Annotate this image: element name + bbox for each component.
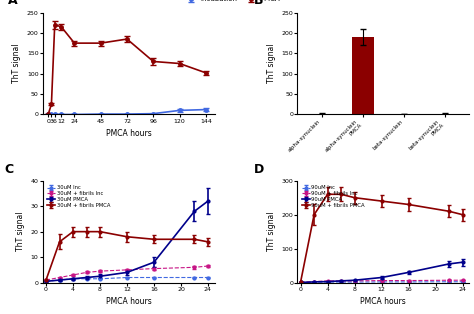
Bar [310,114,333,115]
Legend: 30uM Inc, 30uM + fibrils Inc, 30uM PMCA, 30uM + fibrils PMCA: 30uM Inc, 30uM + fibrils Inc, 30uM PMCA,… [46,183,112,210]
X-axis label: PMCA hours: PMCA hours [360,297,406,306]
Y-axis label: ThT signal: ThT signal [12,44,21,83]
Text: B: B [254,0,264,8]
Bar [433,114,456,115]
X-axis label: PMCA hours: PMCA hours [106,297,152,306]
X-axis label: PMCA hours: PMCA hours [106,129,152,138]
Y-axis label: ThT signal: ThT signal [267,44,276,83]
Legend: Incubation, PMCA: Incubation, PMCA [182,0,283,5]
Legend: 90uM Inc, 90uM + fibrils Inc, 90uM PMCA, 90uM + fibrils PMCA: 90uM Inc, 90uM + fibrils Inc, 90uM PMCA,… [300,183,367,210]
Y-axis label: ThT signal: ThT signal [16,212,25,252]
Text: D: D [254,163,264,176]
Bar [352,37,374,115]
Text: C: C [5,163,14,176]
Bar [392,114,415,115]
Text: A: A [8,0,18,8]
Y-axis label: ThT signal: ThT signal [267,212,276,252]
